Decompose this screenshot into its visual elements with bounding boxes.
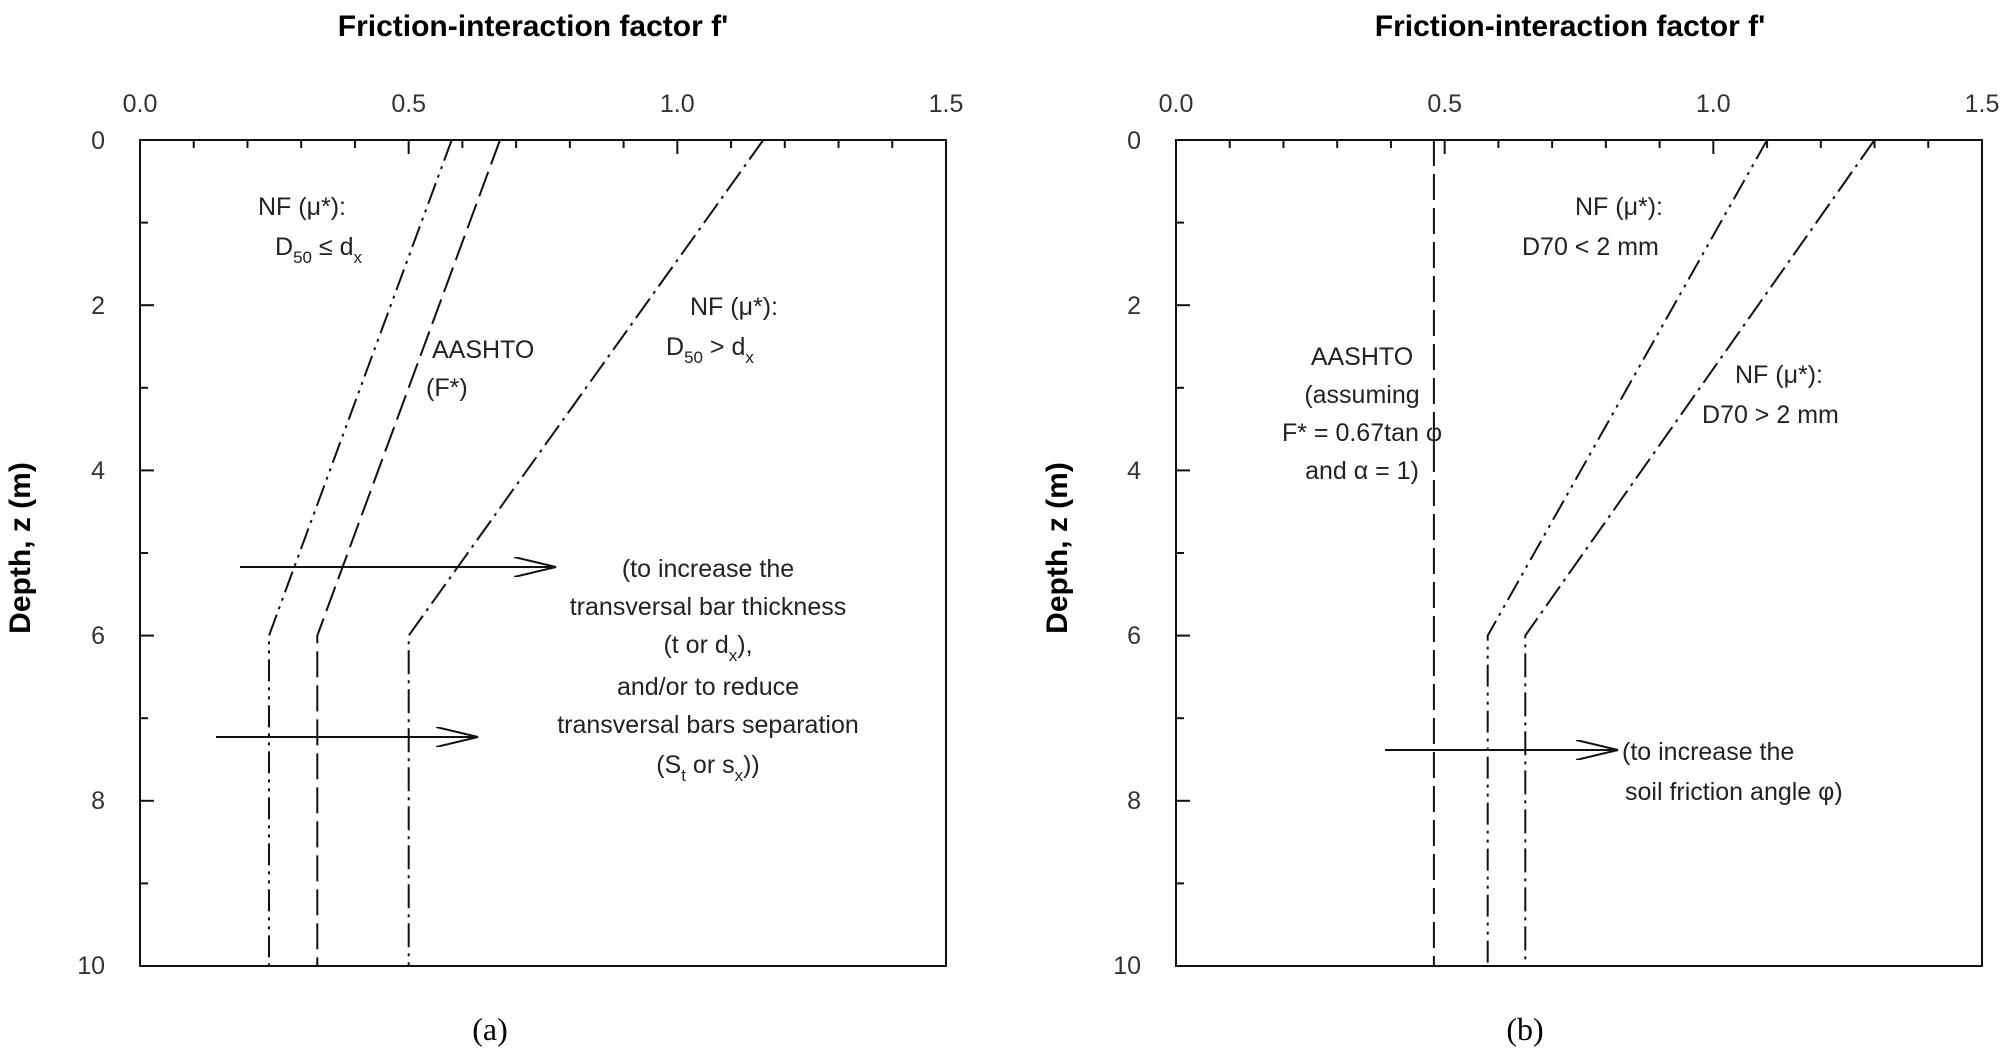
x-tick-label: 1.0 bbox=[660, 90, 695, 118]
series-nf-d70-lt-2mm bbox=[1486, 139, 1768, 966]
label-aashto-f-star: (F*) bbox=[426, 374, 468, 402]
x-tick-label: 0.5 bbox=[391, 90, 426, 118]
panel-b: Friction-interaction factor f' Depth, z … bbox=[1041, 10, 1999, 1047]
y-tick-label: 2 bbox=[91, 292, 105, 320]
label-aashto: AASHTO bbox=[432, 336, 534, 364]
label-aashto-b-4: and α = 1) bbox=[1305, 457, 1419, 485]
panel-a: Friction-interaction factor f' Depth, z … bbox=[4, 10, 963, 1047]
panel-a-frame bbox=[139, 139, 947, 967]
label-nf-d70-gt-2mm-2: D70 > 2 mm bbox=[1702, 401, 1839, 429]
panel-a-xtick-labels: 0.0 0.5 1.0 1.5 bbox=[123, 90, 964, 118]
panel-a-xticks bbox=[139, 140, 947, 154]
label-nf-d50-gt-dx: NF (μ*): bbox=[690, 293, 778, 321]
panel-b-series bbox=[1432, 139, 1876, 966]
arrow-b-text-2: soil friction angle φ) bbox=[1625, 778, 1843, 806]
x-tick-label: 0.0 bbox=[1159, 90, 1194, 118]
panel-b-ytick-labels: 0 2 4 6 8 10 bbox=[1113, 127, 1141, 980]
label-nf-d50-le-dx-2: D50 ≤ dx bbox=[275, 233, 363, 267]
x-tick-label: 0.5 bbox=[1427, 90, 1462, 118]
x-tick-label: 1.5 bbox=[929, 90, 964, 118]
label-nf-d50-gt-dx-2: D50 > dx bbox=[666, 333, 754, 367]
label-aashto-b-1: AASHTO bbox=[1311, 343, 1413, 371]
label-aashto-b-3: F* = 0.67tan φ bbox=[1282, 419, 1442, 447]
series-aashto-f-star bbox=[316, 139, 501, 966]
y-tick-label: 6 bbox=[1127, 622, 1141, 650]
panel-a-yticks bbox=[140, 139, 154, 967]
arrow-a-text-4: and/or to reduce bbox=[617, 673, 799, 701]
panel-a-caption: (a) bbox=[472, 1011, 508, 1047]
panel-a-annotations: NF (μ*): D50 ≤ dx AASHTO (F*) NF (μ*): D… bbox=[216, 193, 859, 785]
series-nf-d50-le-dx bbox=[268, 139, 453, 966]
y-tick-label: 8 bbox=[1127, 787, 1141, 815]
y-tick-label: 10 bbox=[1113, 952, 1141, 980]
arrow-a-text-2: transversal bar thickness bbox=[570, 593, 847, 621]
y-tick-label: 6 bbox=[91, 622, 105, 650]
y-tick-label: 0 bbox=[1127, 127, 1141, 155]
label-nf-d70-lt-2mm-2: D70 < 2 mm bbox=[1522, 233, 1659, 261]
series-nf-d70-gt-2mm bbox=[1524, 139, 1876, 966]
panel-a-ytick-labels: 0 2 4 6 8 10 bbox=[77, 127, 105, 980]
series-nf-d50-gt-dx bbox=[407, 139, 765, 966]
panel-a-title: Friction-interaction factor f' bbox=[338, 10, 728, 43]
panel-b-xticks bbox=[1175, 140, 1983, 154]
y-tick-label: 4 bbox=[91, 457, 105, 485]
label-aashto-b-2: (assuming bbox=[1304, 381, 1419, 409]
y-tick-label: 0 bbox=[91, 127, 105, 155]
panel-b-caption: (b) bbox=[1506, 1011, 1543, 1047]
label-nf-d70-lt-2mm: NF (μ*): bbox=[1575, 193, 1663, 221]
x-tick-label: 1.5 bbox=[1965, 90, 2000, 118]
arrow-a-text-5: transversal bars separation bbox=[557, 711, 859, 739]
panel-a-series bbox=[268, 139, 765, 966]
x-tick-label: 1.0 bbox=[1696, 90, 1731, 118]
panel-b-title: Friction-interaction factor f' bbox=[1375, 10, 1765, 43]
y-tick-label: 10 bbox=[77, 952, 105, 980]
arrow-a-text-1: (to increase the bbox=[622, 555, 794, 583]
panel-b-yticks bbox=[1176, 139, 1190, 967]
y-tick-label: 4 bbox=[1127, 457, 1141, 485]
panel-b-xtick-labels: 0.0 0.5 1.0 1.5 bbox=[1159, 90, 2000, 118]
label-nf-d70-gt-2mm: NF (μ*): bbox=[1735, 361, 1823, 389]
y-tick-label: 8 bbox=[91, 787, 105, 815]
arrow-b-text-1: (to increase the bbox=[1622, 738, 1794, 766]
y-tick-label: 2 bbox=[1127, 292, 1141, 320]
panel-b-ylabel: Depth, z (m) bbox=[1041, 462, 1074, 634]
x-tick-label: 0.0 bbox=[123, 90, 158, 118]
panel-a-ylabel: Depth, z (m) bbox=[4, 462, 37, 634]
panel-b-annotations: NF (μ*): D70 < 2 mm NF (μ*): D70 > 2 mm … bbox=[1282, 193, 1843, 806]
panel-b-frame bbox=[1175, 139, 1983, 967]
arrow-a-text-3: (t or dx), bbox=[663, 631, 752, 665]
label-nf-d50-le-dx: NF (μ*): bbox=[258, 193, 346, 221]
arrow-a-text-6: (St or sx)) bbox=[656, 751, 760, 785]
